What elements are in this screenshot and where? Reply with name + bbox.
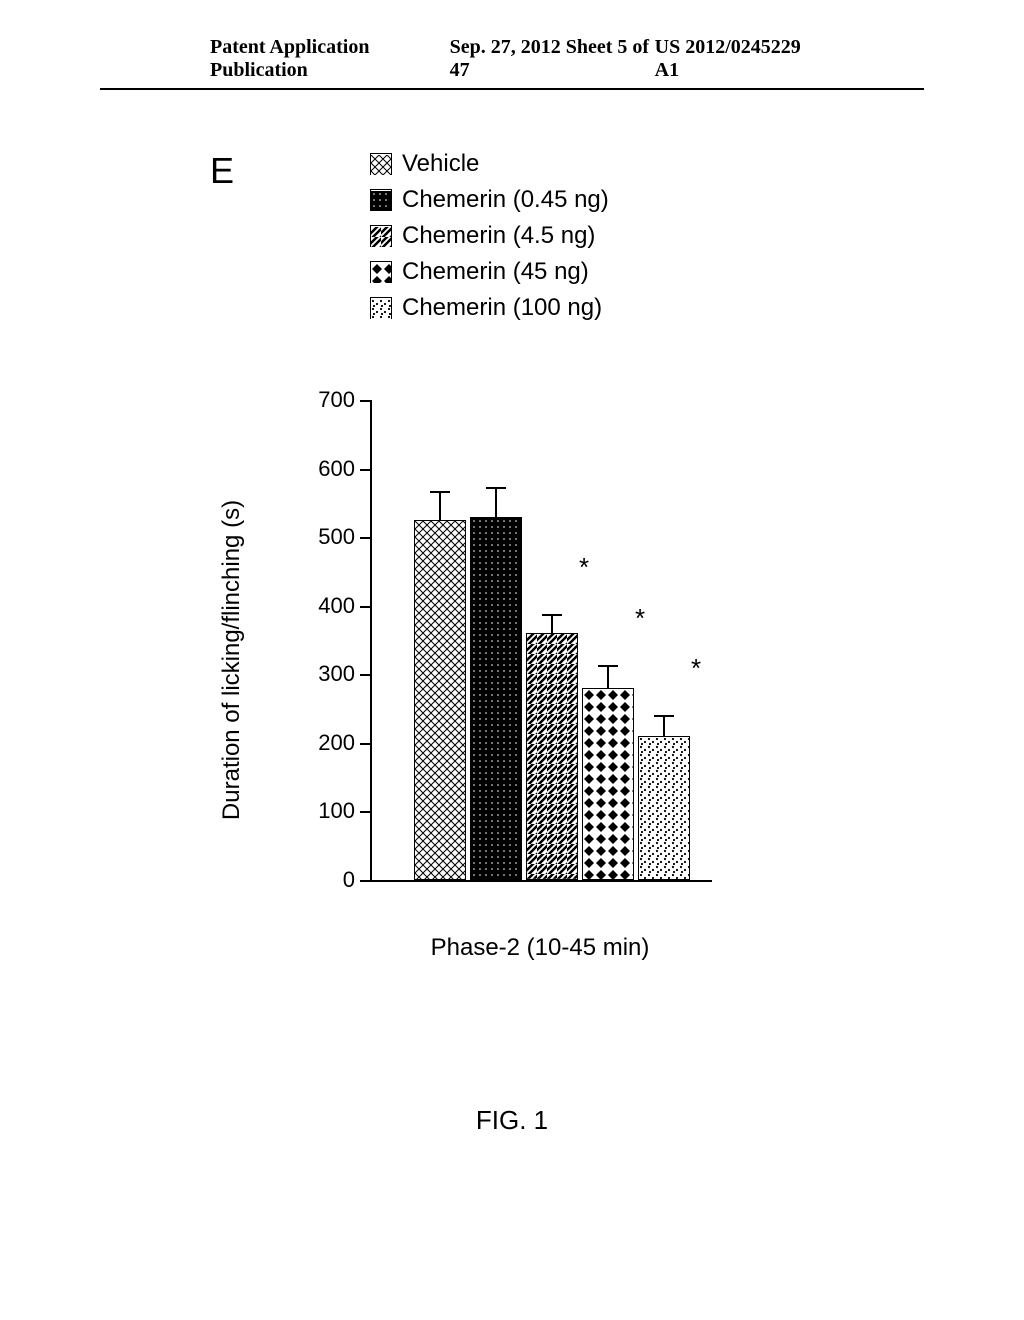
y-tick-label: 0 [300,867,355,893]
significance-marker: * [691,653,701,684]
y-tick [360,400,370,402]
legend-swatch [370,153,392,175]
error-bar [486,489,506,516]
legend-label: Chemerin (45 ng) [402,258,589,286]
header-center: Sep. 27, 2012 Sheet 5 of 47 [450,36,655,82]
legend-label: Vehicle [402,150,479,178]
legend-label: Chemerin (4.5 ng) [402,222,595,250]
y-tick [360,537,370,539]
y-axis-label: Duration of licking/flinching (s) [218,500,246,820]
legend: Vehicle Chemerin (0.45 ng) Chemerin (4.5 n… [370,150,609,330]
bar [526,633,578,880]
legend-label: Chemerin (0.45 ng) [402,186,609,214]
legend-item: Chemerin (100 ng) [370,294,609,322]
bar [638,736,690,880]
chart-axes: * * * [370,400,712,882]
y-tick-label: 700 [300,387,355,413]
legend-swatch [370,261,392,283]
bar-chart: Duration of licking/flinching (s) 010020… [280,400,740,920]
error-bar [542,616,562,633]
figure-caption: FIG. 1 [0,1105,1024,1136]
x-axis-label: Phase-2 (10-45 min) [370,934,710,962]
legend-item: Vehicle [370,150,609,178]
legend-item: Chemerin (45 ng) [370,258,609,286]
page-header: Patent Application Publication Sep. 27, … [100,0,924,90]
header-left: Patent Application Publication [210,36,450,82]
error-bar [654,717,674,736]
error-bar [598,667,618,688]
panel-label: E [210,150,234,192]
legend-swatch [370,189,392,211]
y-tick-label: 400 [300,593,355,619]
legend-item: Chemerin (0.45 ng) [370,186,609,214]
y-tick [360,674,370,676]
y-tick-label: 500 [300,524,355,550]
y-tick-label: 600 [300,456,355,482]
header-right: US 2012/0245229 A1 [655,36,814,82]
bar [582,688,634,880]
y-tick [360,880,370,882]
significance-marker: * [579,552,589,583]
legend-swatch [370,297,392,319]
y-tick [360,469,370,471]
y-tick-label: 200 [300,730,355,756]
bar [414,520,466,880]
y-tick [360,811,370,813]
legend-label: Chemerin (100 ng) [402,294,602,322]
y-tick [360,606,370,608]
y-tick [360,743,370,745]
y-tick-label: 300 [300,661,355,687]
legend-swatch [370,225,392,247]
y-tick-label: 100 [300,798,355,824]
error-bar [430,493,450,520]
bar [470,517,522,880]
significance-marker: * [635,603,645,634]
legend-item: Chemerin (4.5 ng) [370,222,609,250]
